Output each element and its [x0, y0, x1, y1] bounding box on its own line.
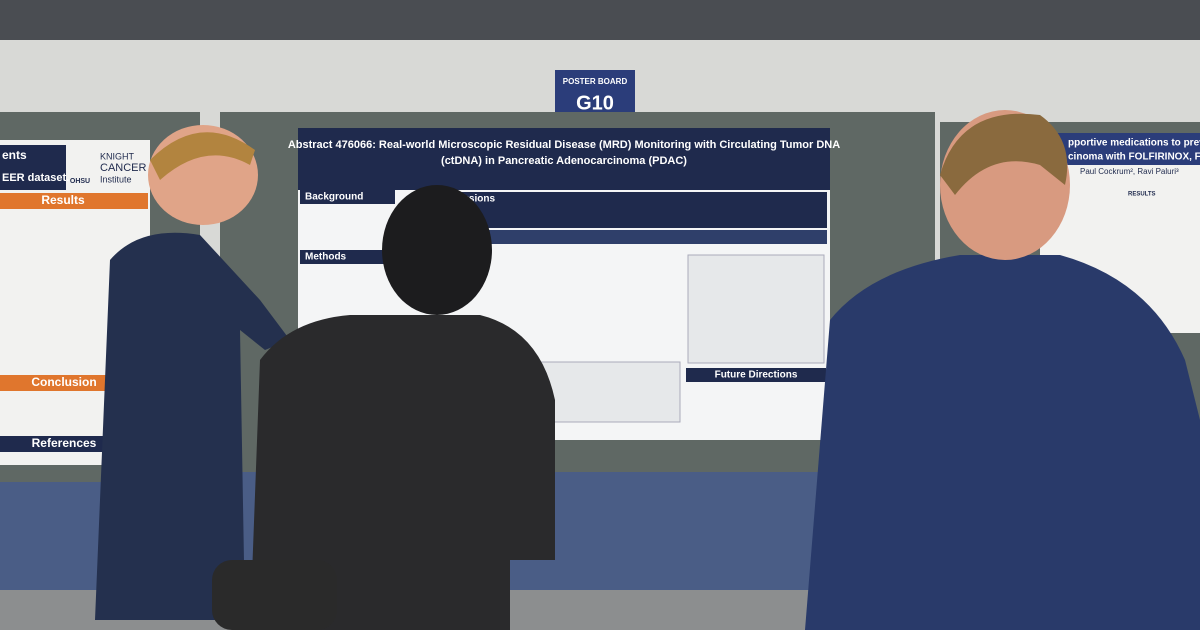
- poster-title: Abstract 476066: Real-world Microscopic …: [288, 139, 840, 151]
- person-head: [382, 185, 492, 315]
- section-header: [0, 193, 148, 209]
- section-header: [300, 190, 395, 204]
- poster-title: EER dataset.: [2, 172, 69, 184]
- poster-title: cinoma with FOLFIRINOX, FOLF: [1068, 152, 1200, 163]
- person: [805, 255, 1200, 630]
- poster-title: (ctDNA) in Pancreatic Adenocarcinoma (PD…: [441, 155, 687, 167]
- poster-header: [298, 128, 830, 190]
- section-header: [0, 375, 128, 391]
- section-title: Results: [41, 193, 85, 207]
- person-hair: [150, 132, 255, 180]
- section-header: [686, 368, 826, 382]
- sign-board: G10: [576, 92, 614, 114]
- poster-header: [0, 145, 66, 190]
- section-title: Future Directions: [715, 370, 798, 381]
- section-header: [455, 192, 827, 228]
- person-hair: [940, 113, 1068, 195]
- figure: [687, 254, 825, 364]
- poster-authors: Paul Cockrum², Ravi Paluri³: [1080, 167, 1179, 176]
- person: [250, 315, 555, 630]
- section-title: lusions: [460, 194, 495, 205]
- logo-text: Institute: [100, 174, 132, 184]
- logo-text: OHSU: [70, 178, 90, 185]
- poster-title: pportive medications to prevent: [1068, 138, 1200, 149]
- bag: [212, 560, 337, 630]
- section-header: [300, 250, 385, 264]
- section-title: Methods: [305, 252, 347, 263]
- section-title: References: [32, 436, 97, 450]
- section-title: Conclusion: [31, 375, 96, 389]
- ceiling: [0, 0, 1200, 40]
- section-title: Background: [305, 192, 363, 203]
- section-header: [0, 436, 128, 452]
- logo-text: CANCER: [100, 162, 147, 174]
- poster-title: ents: [2, 148, 27, 162]
- section-title: RESULTS: [1128, 192, 1156, 198]
- logo-text: KNIGHT: [100, 151, 135, 161]
- person: [95, 232, 290, 620]
- sign-label: POSTER BOARD: [563, 77, 628, 86]
- section-header: [455, 230, 827, 244]
